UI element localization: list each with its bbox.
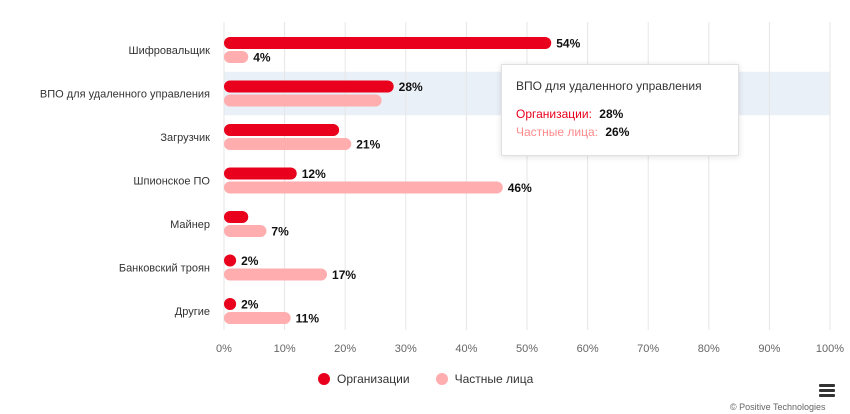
category-label: Загрузчик — [160, 132, 210, 144]
legend-item-private[interactable]: Частные лица — [435, 372, 534, 386]
bar-private[interactable] — [224, 312, 291, 324]
tooltip-row-value: 26% — [605, 125, 630, 139]
bar-organizations[interactable] — [224, 167, 297, 180]
legend-dot-icon — [435, 373, 448, 385]
legend-label: Организации — [337, 372, 410, 386]
data-label: 17% — [332, 268, 356, 282]
bar-private[interactable] — [224, 181, 503, 194]
data-label: 21% — [356, 138, 380, 152]
x-tick-label: 60% — [577, 343, 599, 355]
bar-private[interactable] — [224, 51, 249, 63]
hamburger-menu-icon[interactable] — [819, 384, 835, 398]
bar-organizations[interactable] — [224, 80, 394, 93]
x-tick-label: 10% — [274, 343, 296, 355]
data-label: 12% — [302, 167, 326, 181]
x-tick-label: 80% — [698, 343, 720, 355]
tooltip-title: ВПО для удаленного управления — [516, 79, 702, 93]
bar-organizations[interactable] — [224, 37, 552, 49]
legend-label: Частные лица — [454, 372, 534, 386]
tooltip-row-label: Организации: — [516, 107, 592, 121]
category-label: Банковский троян — [119, 263, 210, 275]
x-tick-label: 90% — [758, 343, 780, 355]
data-label: 46% — [508, 181, 532, 195]
x-tick-label: 30% — [395, 343, 417, 355]
x-tick-label: 50% — [516, 343, 538, 355]
data-label: 28% — [399, 80, 423, 94]
x-tick-label: 100% — [816, 343, 844, 355]
category-label: Шифровальщик — [128, 45, 210, 57]
category-label: Другие — [175, 306, 210, 318]
data-label: 7% — [271, 225, 289, 239]
bar-private[interactable] — [224, 268, 328, 281]
x-tick-label: 0% — [216, 343, 232, 355]
x-tick-label: 20% — [334, 343, 356, 355]
data-label: 2% — [241, 298, 259, 312]
data-label: 4% — [253, 51, 271, 65]
category-label: ВПО для удаленного управления — [40, 89, 210, 101]
tooltip-row-organizations: Организации: 28% — [516, 107, 724, 121]
legend-item-organizations[interactable]: Организации — [318, 372, 410, 386]
data-label: 11% — [296, 312, 320, 326]
category-label: Майнер — [170, 219, 210, 231]
legend-dot-icon — [318, 373, 330, 385]
credit-text: © Positive Technologies — [730, 402, 826, 412]
bar-organizations[interactable] — [224, 298, 237, 310]
chart-tooltip: ВПО для удаленного управления Организаци… — [501, 64, 739, 156]
data-label: 54% — [556, 37, 580, 51]
x-tick-label: 40% — [455, 343, 477, 355]
tooltip-row-private: Частные лица: 26% — [516, 125, 724, 139]
bar-private[interactable] — [224, 138, 352, 150]
bar-organizations[interactable] — [224, 211, 249, 223]
bar-private[interactable] — [224, 94, 382, 107]
bar-private[interactable] — [224, 225, 267, 237]
tooltip-row-value: 28% — [599, 107, 624, 121]
data-label: 2% — [241, 254, 259, 268]
chart-legend: Организации Частные лица — [318, 372, 533, 386]
category-label: Шпионское ПО — [133, 176, 210, 188]
tooltip-row-label: Частные лица: — [516, 125, 599, 139]
bar-organizations[interactable] — [224, 124, 340, 136]
bar-organizations[interactable] — [224, 254, 237, 267]
x-tick-label: 70% — [637, 343, 659, 355]
